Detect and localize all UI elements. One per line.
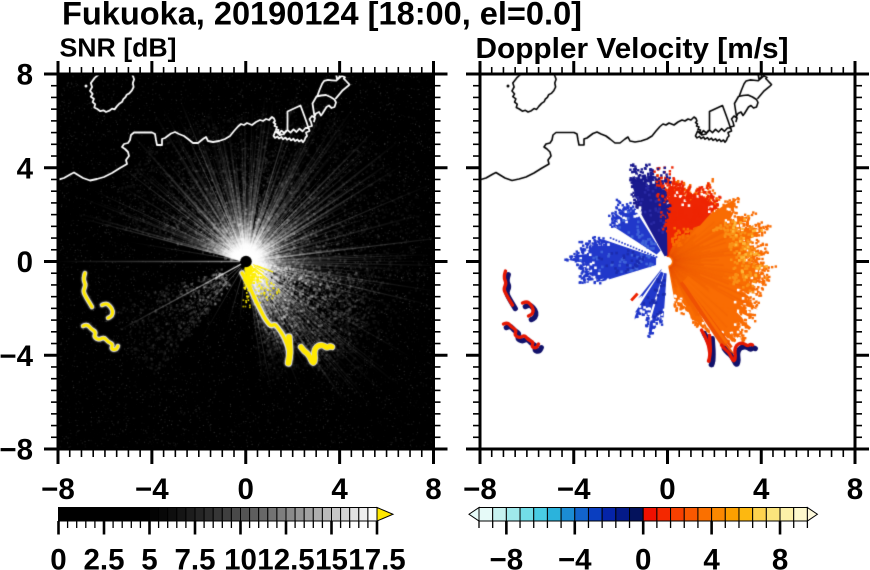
- svg-text:Doppler Velocity [m/s]: Doppler Velocity [m/s]: [476, 33, 789, 65]
- svg-text:−8: −8: [490, 544, 524, 570]
- svg-text:5: 5: [141, 544, 157, 570]
- svg-text:0: 0: [17, 246, 33, 279]
- svg-text:4: 4: [17, 152, 34, 185]
- svg-text:−4: −4: [558, 544, 592, 570]
- svg-text:17.5: 17.5: [348, 544, 405, 570]
- svg-text:2.5: 2.5: [83, 544, 124, 570]
- svg-text:0: 0: [238, 473, 254, 506]
- svg-text:−4: −4: [0, 340, 34, 373]
- svg-text:4: 4: [331, 473, 348, 506]
- svg-text:8: 8: [17, 59, 33, 92]
- svg-text:12.5: 12.5: [257, 544, 314, 570]
- svg-text:0: 0: [659, 473, 675, 506]
- svg-text:7.5: 7.5: [174, 544, 215, 570]
- svg-text:−4: −4: [557, 473, 591, 506]
- svg-text:−4: −4: [135, 473, 169, 506]
- svg-text:−8: −8: [463, 473, 497, 506]
- svg-text:Fukuoka, 20190124 [18:00, el=0: Fukuoka, 20190124 [18:00, el=0.0]: [62, 0, 582, 32]
- svg-text:10: 10: [224, 544, 257, 570]
- svg-text:0: 0: [635, 544, 651, 570]
- svg-text:SNR [dB]: SNR [dB]: [60, 32, 177, 62]
- svg-text:15: 15: [315, 544, 348, 570]
- svg-text:8: 8: [425, 473, 441, 506]
- svg-text:−8: −8: [0, 434, 33, 467]
- svg-text:8: 8: [772, 544, 788, 570]
- svg-text:4: 4: [753, 473, 770, 506]
- svg-text:−8: −8: [41, 473, 75, 506]
- svg-text:0: 0: [50, 544, 66, 570]
- svg-text:4: 4: [703, 544, 720, 570]
- svg-text:8: 8: [847, 473, 863, 506]
